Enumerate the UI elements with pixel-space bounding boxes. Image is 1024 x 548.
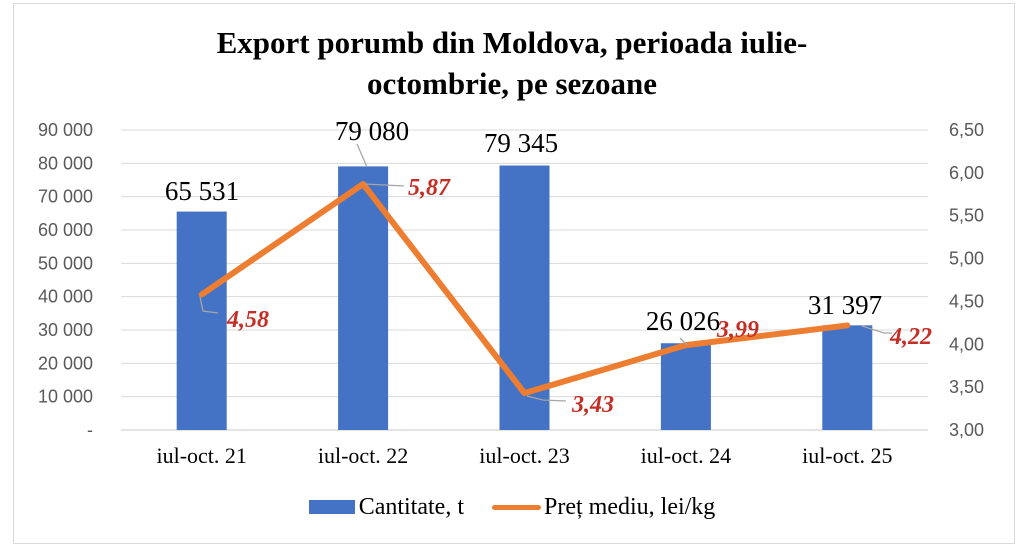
category-label: iul-oct. 23 (479, 443, 569, 468)
chart-title: Export porumb din Moldova, perioada iuli… (0, 22, 1024, 104)
bar-iul-oct-21[interactable] (176, 211, 227, 430)
y2-axis-tick-label: 6,00 (949, 163, 984, 183)
label-leader-line (679, 337, 688, 346)
y-axis-tick-label: 90 000 (38, 120, 93, 140)
y-axis-tick-label: - (87, 420, 93, 440)
chart-title-line2: octombrie, pe sezoane (366, 66, 658, 101)
label-leader-line (364, 183, 405, 187)
bar-value-label: 65 531 (165, 176, 239, 206)
y-axis-tick-label: 60 000 (38, 220, 93, 240)
category-label: iul-oct. 25 (802, 443, 892, 468)
price-value-label: 3,99 (716, 317, 759, 343)
legend-entry-cantitate[interactable]: Cantitate, t (308, 493, 464, 521)
bar-iul-oct-24[interactable] (660, 343, 711, 430)
y-axis-tick-label: 80 000 (38, 153, 93, 173)
bar-value-label: 79 345 (484, 128, 558, 158)
legend-entry-pret-mediu[interactable]: Preț mediu, lei/kg (492, 493, 715, 521)
category-label: iul-oct. 22 (318, 443, 408, 468)
category-label: iul-oct. 21 (156, 443, 246, 468)
y2-axis-tick-label: 4,00 (949, 334, 984, 354)
label-leader-line (199, 296, 219, 314)
y-axis-tick-label: 70 000 (38, 187, 93, 207)
price-value-label: 4,58 (226, 307, 269, 333)
y-axis-tick-label: 30 000 (38, 320, 93, 340)
price-value-label: 4,22 (889, 324, 932, 350)
legend: Cantitate, t Preț mediu, lei/kg (12, 492, 1012, 522)
y-axis-tick-label: 50 000 (38, 253, 93, 273)
y-axis-tick-label: 40 000 (38, 287, 93, 307)
y2-axis-tick-label: 4,50 (949, 291, 984, 311)
price-line[interactable] (198, 181, 851, 397)
line-series-swatch (492, 504, 541, 510)
label-leader-line (861, 325, 892, 334)
bar-value-label: 79 080 (335, 116, 409, 146)
y2-axis-tick-label: 6,50 (949, 120, 984, 140)
y2-axis-tick-label: 5,00 (949, 249, 984, 269)
legend-label-cantitate: Cantitate, t (358, 494, 464, 520)
chart-border (13, 3, 1015, 544)
y2-axis-tick-label: 5,50 (949, 206, 984, 226)
chart-title-line1: Export porumb din Moldova, perioada iuli… (216, 25, 808, 60)
category-label: iul-oct. 24 (641, 443, 731, 468)
bar-value-label: 26 026 (646, 306, 720, 336)
bar-series-swatch (308, 500, 355, 514)
price-value-label: 5,87 (408, 175, 451, 201)
y2-axis-tick-label: 3,50 (949, 377, 984, 397)
label-leader-line (526, 395, 567, 402)
bar-iul-oct-25[interactable] (822, 325, 873, 430)
y-axis-tick-label: 20 000 (38, 353, 93, 373)
label-leader-line (356, 143, 368, 168)
y2-axis-tick-label: 3,00 (949, 420, 984, 440)
legend-label-pret-mediu: Preț mediu, lei/kg (544, 494, 716, 520)
price-value-label: 3,43 (571, 392, 614, 418)
bar-value-label: 31 397 (808, 290, 882, 320)
y-axis-tick-label: 10 000 (38, 387, 93, 407)
